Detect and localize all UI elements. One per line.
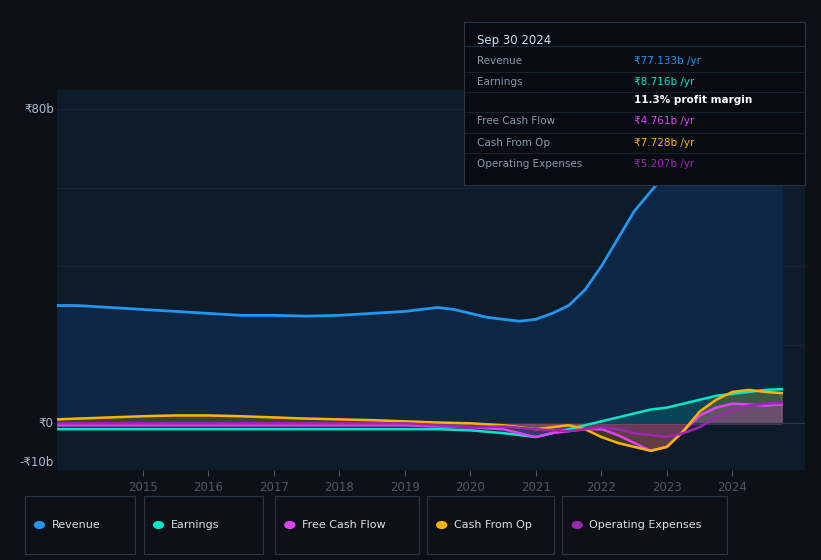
Text: Earnings: Earnings (171, 520, 219, 530)
Text: -₹10b: -₹10b (20, 456, 53, 469)
Text: Free Cash Flow: Free Cash Flow (302, 520, 386, 530)
Text: ₹0: ₹0 (39, 417, 53, 430)
Text: 11.3% profit margin: 11.3% profit margin (635, 95, 753, 105)
Text: Operating Expenses: Operating Expenses (478, 158, 583, 169)
Text: Revenue: Revenue (478, 57, 523, 67)
Text: ₹77.133b /yr: ₹77.133b /yr (635, 57, 701, 67)
Text: ₹4.761b /yr: ₹4.761b /yr (635, 116, 695, 127)
Text: ₹80b: ₹80b (24, 102, 53, 116)
Text: Sep 30 2024: Sep 30 2024 (478, 34, 552, 47)
Text: ₹7.728b /yr: ₹7.728b /yr (635, 138, 695, 148)
Text: Revenue: Revenue (52, 520, 100, 530)
Text: Operating Expenses: Operating Expenses (589, 520, 702, 530)
Text: Free Cash Flow: Free Cash Flow (478, 116, 556, 127)
Text: ₹8.716b /yr: ₹8.716b /yr (635, 77, 695, 87)
Text: Earnings: Earnings (478, 77, 523, 87)
Text: ₹5.207b /yr: ₹5.207b /yr (635, 158, 695, 169)
Text: Cash From Op: Cash From Op (454, 520, 532, 530)
Text: Cash From Op: Cash From Op (478, 138, 551, 148)
